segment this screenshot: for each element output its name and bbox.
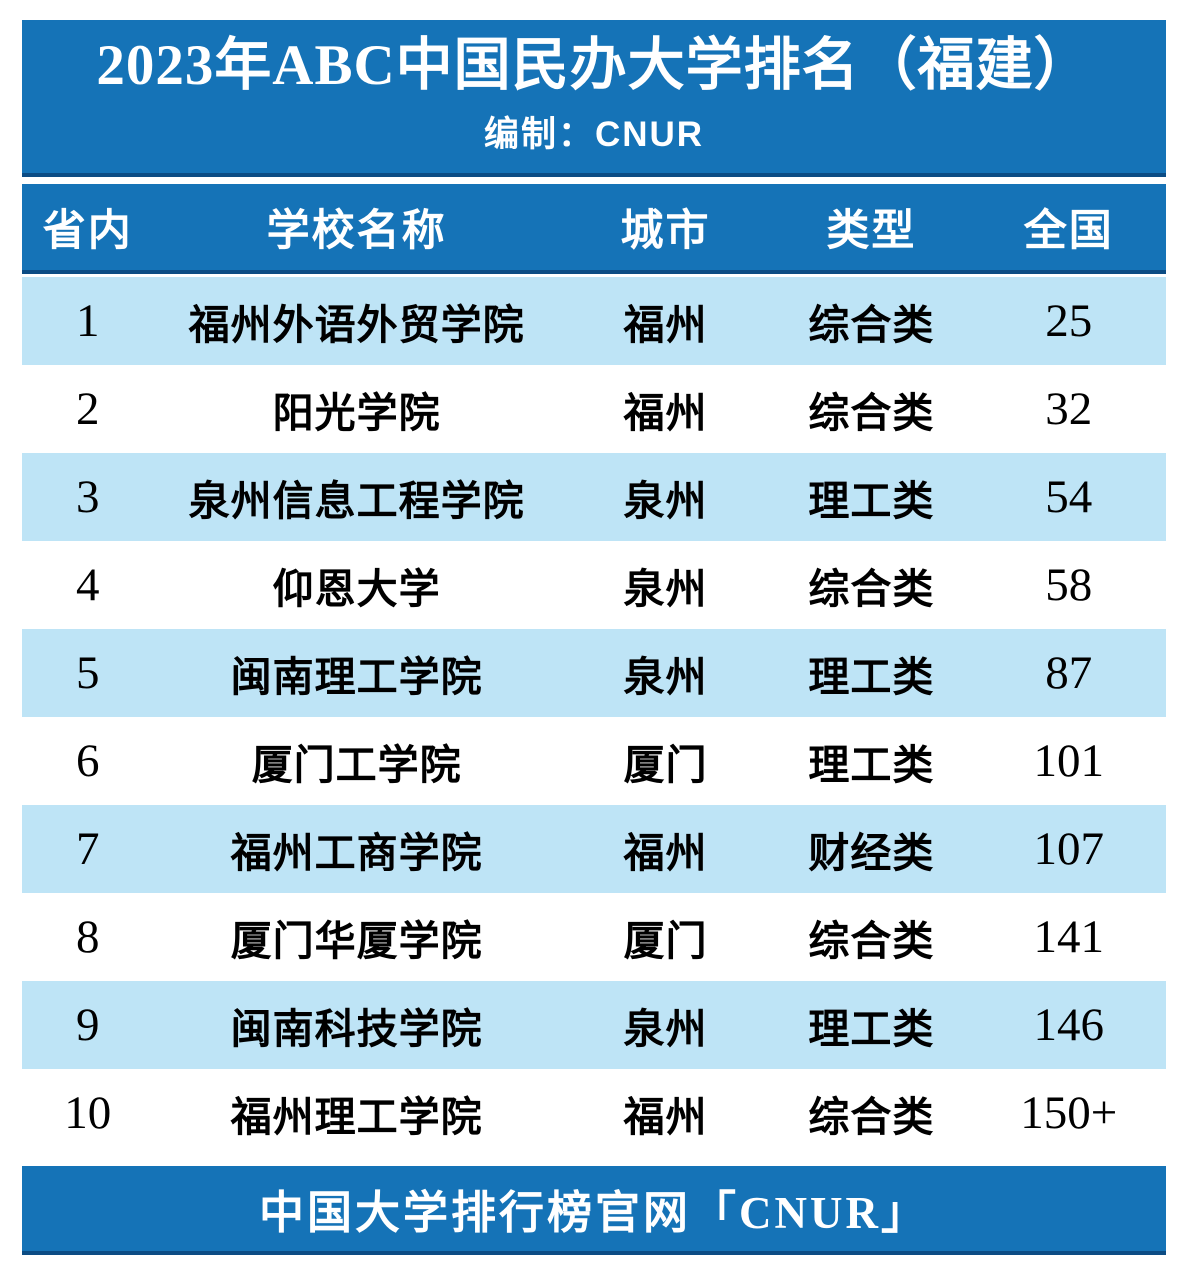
cell-national: 101 <box>1033 735 1104 787</box>
cell-type: 综合类 <box>808 566 935 612</box>
col-header-school: 学校名称 <box>266 208 447 255</box>
cell-type: 理工类 <box>808 742 935 788</box>
cell-school: 福州理工学院 <box>230 1094 483 1140</box>
table-row: 9 闽南科技学院 泉州 理工类 146 <box>22 981 1166 1069</box>
col-header-city: 城市 <box>620 208 711 255</box>
cell-school: 仰恩大学 <box>272 566 441 612</box>
cell-national: 54 <box>1045 471 1093 523</box>
cell-type: 综合类 <box>808 390 935 436</box>
cell-type: 综合类 <box>808 1094 935 1140</box>
cell-type: 综合类 <box>808 302 935 348</box>
table-row: 7 福州工商学院 福州 财经类 107 <box>22 805 1166 893</box>
cell-type: 综合类 <box>808 918 935 964</box>
table-row: 6 厦门工学院 厦门 理工类 101 <box>22 717 1166 805</box>
cell-type: 理工类 <box>808 478 935 524</box>
cell-national: 87 <box>1045 647 1093 699</box>
cell-school: 闽南科技学院 <box>230 1006 483 1052</box>
table-body: 1 福州外语外贸学院 福州 综合类 25 2 阳光学院 福州 综合类 32 3 泉州信息工程学院 泉州理… <box>22 277 1166 1157</box>
cell-type: 理工类 <box>808 654 935 700</box>
cell-rank: 1 <box>76 295 100 347</box>
compiler-subtitle: 编制：CNUR <box>483 114 705 154</box>
ranking-table: 省内 学校名称 城市 类型 全国 1 福州外语外贸学院 福州 综合类 25 2 阳光学院 福州… <box>22 184 1166 1157</box>
cell-rank: 9 <box>76 999 100 1051</box>
page-title: 2023年ABC中国民办大学排名（福建） <box>96 34 1092 98</box>
cell-city: 厦门 <box>623 742 708 788</box>
cell-national: 32 <box>1045 383 1093 435</box>
table-header-row: 省内 学校名称 城市 类型 全国 <box>22 184 1166 274</box>
cell-type: 财经类 <box>808 830 935 876</box>
cell-city: 泉州 <box>623 566 708 612</box>
table-row: 8 厦门华厦学院 厦门 综合类 141 <box>22 893 1166 981</box>
table-row: 10 福州理工学院 福州 综合类 150+ <box>22 1069 1166 1157</box>
cell-rank: 5 <box>76 647 100 699</box>
cell-national: 58 <box>1045 559 1093 611</box>
cell-type: 理工类 <box>808 1006 935 1052</box>
cell-city: 福州 <box>623 830 708 876</box>
cell-rank: 10 <box>64 1087 112 1139</box>
cell-national: 150+ <box>1020 1087 1118 1139</box>
table-row: 4 仰恩大学 泉州 综合类 58 <box>22 541 1166 629</box>
cell-school: 闽南理工学院 <box>230 654 483 700</box>
title-banner: 2023年ABC中国民办大学排名（福建） 编制：CNUR <box>22 20 1166 177</box>
cell-school: 福州外语外贸学院 <box>188 302 525 348</box>
cell-school: 厦门工学院 <box>251 742 462 788</box>
cell-rank: 3 <box>76 471 100 523</box>
col-header-type: 类型 <box>826 208 917 255</box>
col-header-rank: 省内 <box>42 208 133 255</box>
cell-school: 泉州信息工程学院 <box>188 478 525 524</box>
table-row: 3 泉州信息工程学院 泉州 理工类 54 <box>22 453 1166 541</box>
cell-city: 福州 <box>623 302 708 348</box>
cell-city: 福州 <box>623 390 708 436</box>
cell-rank: 6 <box>76 735 100 787</box>
cell-city: 泉州 <box>623 1006 708 1052</box>
cell-city: 福州 <box>623 1094 708 1140</box>
cell-school: 阳光学院 <box>272 390 441 436</box>
table-row: 2 阳光学院 福州 综合类 32 <box>22 365 1166 453</box>
cell-rank: 8 <box>76 911 100 963</box>
cell-city: 厦门 <box>623 918 708 964</box>
footer-banner: 中国大学排行榜官网「CNUR」 <box>22 1166 1166 1255</box>
table-row: 5 闽南理工学院 泉州 理工类 87 <box>22 629 1166 717</box>
cell-city: 泉州 <box>623 478 708 524</box>
cell-national: 107 <box>1033 823 1104 875</box>
cell-school: 福州工商学院 <box>230 830 483 876</box>
cell-national: 25 <box>1045 295 1093 347</box>
col-header-national: 全国 <box>1023 208 1114 255</box>
footer-text: 中国大学排行榜官网「CNUR」 <box>259 1188 929 1238</box>
cell-rank: 4 <box>76 559 100 611</box>
cell-national: 141 <box>1033 911 1104 963</box>
cell-rank: 7 <box>76 823 100 875</box>
table-row: 1 福州外语外贸学院 福州 综合类 25 <box>22 277 1166 365</box>
cell-school: 厦门华厦学院 <box>230 918 483 964</box>
cell-city: 泉州 <box>623 654 708 700</box>
cell-rank: 2 <box>76 383 100 435</box>
cell-national: 146 <box>1033 999 1104 1051</box>
